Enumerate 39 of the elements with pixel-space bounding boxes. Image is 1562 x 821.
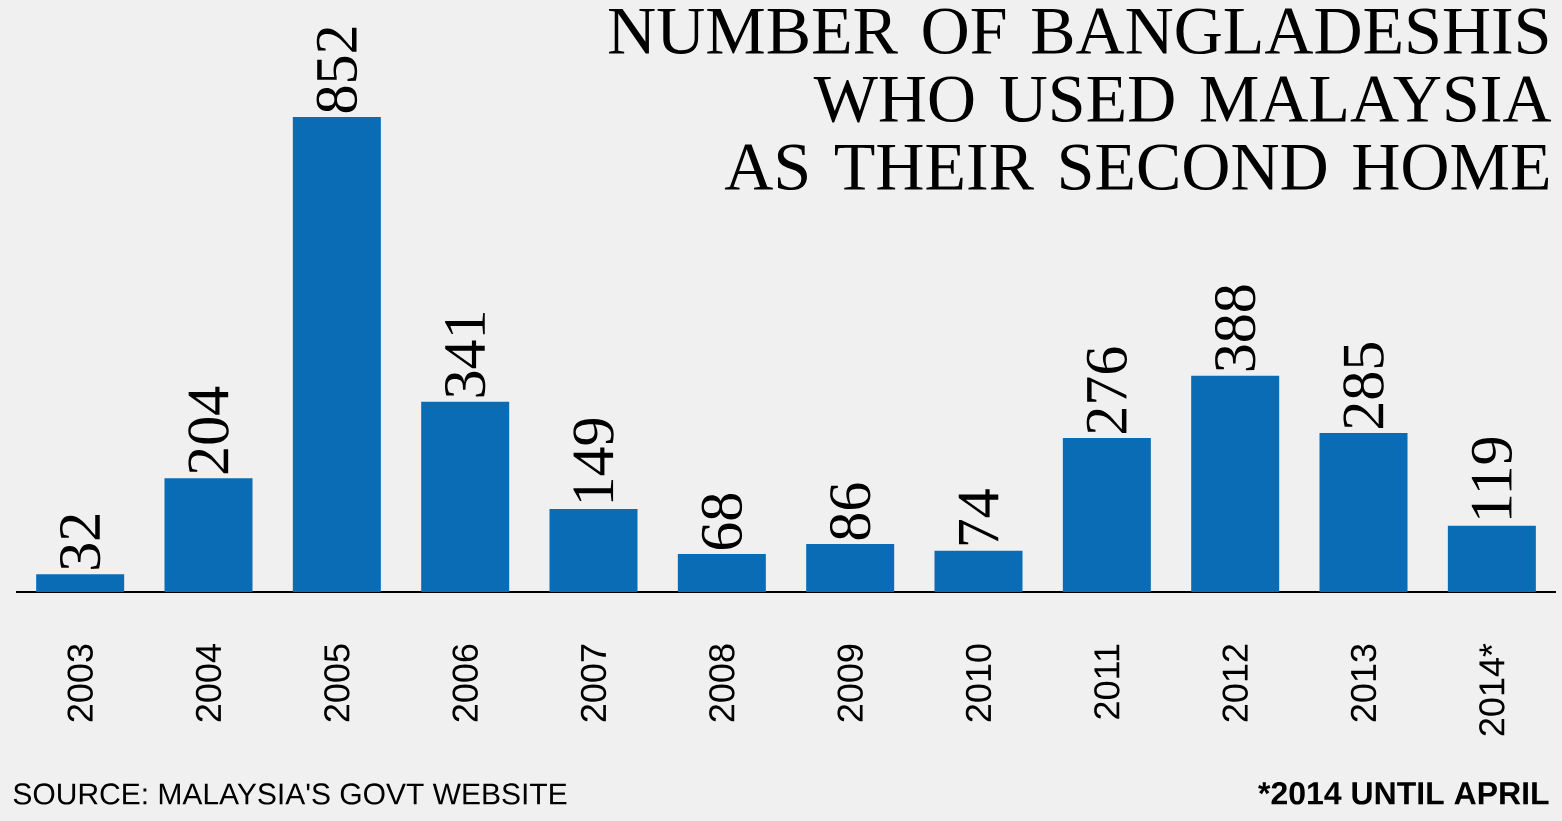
data-label: 32	[60, 515, 101, 569]
chart-title: NUMBER OF BANGLADESHIS WHO USED MALAYSIA AS THEIR SECOND HOME	[609, 8, 1552, 191]
data-label: 285	[1343, 343, 1384, 429]
bar	[1447, 525, 1536, 592]
x-tick-label: 2010	[965, 644, 992, 722]
bar	[1062, 438, 1151, 592]
data-label: 74	[958, 489, 999, 545]
bar	[1319, 433, 1408, 592]
source-note: SOURCE: MALAYSIA'S GOVT WEBSITE	[13, 783, 567, 805]
bar	[677, 554, 766, 592]
bar	[164, 478, 253, 592]
x-tick-label: 2014*	[1479, 643, 1505, 736]
x-tick-label: 2007	[580, 644, 607, 722]
x-tick-label: 2004	[195, 644, 222, 722]
bar	[36, 574, 125, 592]
x-tick-label: 2012	[1222, 644, 1248, 722]
bar	[292, 116, 381, 592]
x-tick-label: 2009	[837, 644, 863, 722]
data-label: 341	[445, 313, 486, 397]
x-tick-label: 2006	[452, 644, 478, 722]
data-label: 86	[829, 483, 871, 540]
bar	[549, 508, 638, 592]
bar	[421, 401, 510, 592]
bar	[1191, 375, 1280, 592]
data-label: 276	[1086, 347, 1128, 434]
bar	[934, 550, 1023, 592]
data-label: 119	[1471, 437, 1513, 518]
x-tick-label: 2013	[1350, 644, 1377, 722]
x-tick-label: 2011	[1094, 644, 1120, 719]
bar	[806, 544, 895, 592]
x-tick-label: 2005	[324, 644, 350, 722]
x-tick-label: 2003	[67, 644, 93, 722]
data-label: 388	[1214, 285, 1256, 371]
data-label: 68	[701, 493, 743, 550]
data-label: 204	[188, 386, 229, 474]
x-tick-label: 2008	[709, 644, 735, 722]
data-label: 852	[316, 27, 358, 113]
text: *2014 UNTIL APRIL	[1258, 781, 1549, 805]
data-label: 149	[573, 418, 614, 502]
